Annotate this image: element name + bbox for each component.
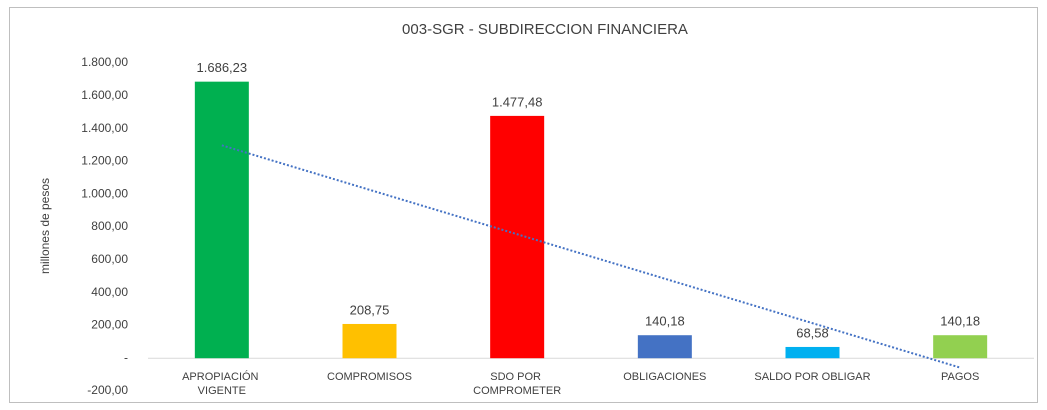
value-label: 68,58 bbox=[796, 325, 829, 340]
value-label: 1.477,48 bbox=[492, 94, 543, 109]
y-tick-label: 1.200,00 bbox=[81, 154, 128, 168]
y-tick-label: 1.400,00 bbox=[81, 121, 128, 135]
chart-title: 003-SGR - SUBDIRECCION FINANCIERA bbox=[402, 21, 688, 38]
value-label: 208,75 bbox=[350, 302, 390, 317]
bar bbox=[933, 335, 988, 359]
bar bbox=[194, 81, 249, 359]
bar bbox=[785, 346, 840, 359]
y-tick-label: 400,00 bbox=[91, 285, 128, 299]
x-tick-label: COMPROMISOS bbox=[327, 371, 412, 383]
y-tick-label: 200,00 bbox=[91, 318, 128, 332]
x-tick-label: APROPIACIÓN VIGENTE bbox=[182, 370, 261, 397]
y-tick-label: 1.600,00 bbox=[81, 88, 128, 102]
y-tick-label: 1.000,00 bbox=[81, 186, 128, 200]
y-tick-label: -200,00 bbox=[87, 383, 128, 397]
value-label: 140,18 bbox=[645, 314, 685, 329]
value-label: 1.686,23 bbox=[197, 60, 248, 75]
x-tick-label: PAGOS bbox=[941, 371, 979, 383]
trendline bbox=[221, 144, 961, 369]
bar bbox=[342, 323, 397, 359]
x-tick-label: SDO POR COMPROMETER bbox=[473, 371, 561, 397]
y-tick-label: - bbox=[124, 350, 128, 364]
y-tick-label: 600,00 bbox=[91, 252, 128, 266]
x-tick-label: SALDO POR OBLIGAR bbox=[754, 371, 870, 383]
value-label: 140,18 bbox=[940, 314, 980, 329]
x-tick-label: OBLIGACIONES bbox=[623, 371, 706, 383]
y-axis-label: millones de pesos bbox=[38, 178, 52, 274]
y-tick-label: 800,00 bbox=[91, 219, 128, 233]
bar bbox=[490, 115, 545, 359]
bar bbox=[637, 335, 692, 359]
y-tick-label: 1.800,00 bbox=[81, 55, 128, 69]
